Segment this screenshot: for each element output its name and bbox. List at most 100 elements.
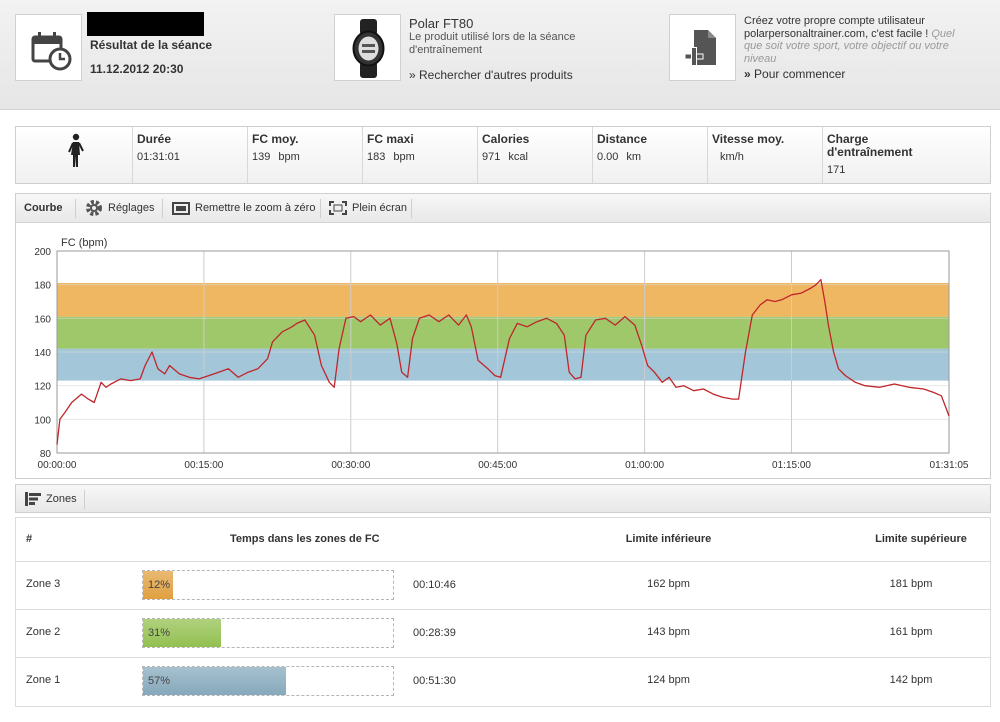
stat-value: 971 kcal — [482, 151, 528, 163]
zone-bar: 57% — [142, 666, 394, 696]
zone-percent: 31% — [148, 627, 171, 639]
hr-chart[interactable]: 80 100 120 140 160 180 200 00:00:00 00:15:00 00:3… — [16, 194, 990, 478]
zones-bars-icon — [25, 492, 41, 507]
zone-lower-limit: 124 bpm — [647, 674, 690, 686]
zones-toolbar: Zones — [15, 484, 991, 513]
zone-upper-limit: 181 bpm — [889, 578, 933, 590]
stat-label: Vitesse moy. — [712, 132, 785, 146]
stat-training-load: Charge d'entraînement 171 — [822, 127, 990, 183]
stat-value: 183 bpm — [367, 151, 415, 163]
reset-zoom-icon — [172, 202, 190, 216]
stat-value: 0.00 km — [597, 151, 642, 163]
session-tile — [15, 14, 82, 81]
y-tick-label: 120 — [34, 382, 51, 393]
table-row: Zone 3 12% 00:10:46 162 bpm 181 bpm — [16, 561, 990, 609]
chart-toolbar: Courbe Réglages Remettre le zoom à zéro … — [16, 194, 990, 223]
hr-zone-band — [57, 282, 949, 317]
zone-percent: 57% — [148, 675, 171, 687]
y-tick-label: 200 — [34, 247, 51, 258]
walking-person-icon — [68, 133, 84, 167]
x-tick-label: 01:15:00 — [772, 460, 811, 471]
stat-avg-hr: FC moy. 139 bpm — [247, 127, 362, 183]
stat-label: Calories — [482, 132, 530, 146]
y-tick-label: 140 — [34, 348, 51, 359]
zone-bar-fill — [143, 571, 173, 599]
account-promo-text: Créez votre propre compte utilisateur po… — [744, 15, 972, 65]
stat-duration: Durée 01:31:01 — [132, 127, 247, 183]
search-other-products-link[interactable]: » Rechercher d'autres produits — [409, 68, 573, 82]
hr-chart-panel: 80 100 120 140 160 180 200 00:00:00 00:15:00 00:3… — [15, 193, 991, 479]
heart-rate-line — [56, 278, 950, 445]
zone-percent: 12% — [148, 579, 171, 591]
heart-rate-watch-icon — [352, 19, 385, 78]
hr-zones-table: # Temps dans les zones de FC Limite infé… — [15, 517, 991, 707]
stat-label: Durée — [137, 132, 172, 146]
zone-bar: 31% — [142, 618, 394, 648]
zone-upper-limit: 161 bpm — [889, 626, 933, 638]
stat-value: 139 bpm — [252, 151, 300, 163]
session-title: Résultat de la séance — [90, 38, 213, 52]
hr-zone-band — [57, 316, 949, 349]
table-row: Zone 1 57% 00:51:30 124 bpm 142 bpm — [16, 657, 990, 705]
stat-value: 171 — [827, 164, 846, 176]
zone-name: Zone 3 — [26, 578, 61, 590]
zone-time: 00:51:30 — [413, 675, 456, 687]
curve-tab[interactable]: Courbe — [24, 202, 63, 214]
plot-border — [56, 250, 950, 454]
stat-calories: Calories 971 kcal — [477, 127, 592, 183]
redacted-user-name — [87, 12, 204, 36]
add-document-icon — [684, 30, 716, 66]
zone-bar: 12% — [142, 570, 394, 600]
product-tile — [334, 14, 401, 81]
session-date: 11.12.2012 20:30 — [90, 62, 184, 76]
reset-zoom-label: Remettre le zoom à zéro — [195, 202, 316, 214]
zones-tab[interactable]: Zones — [24, 485, 77, 513]
stat-label: Charge d'entraînement — [827, 132, 913, 159]
zones-label: Zones — [46, 493, 77, 505]
x-tick-label: 00:30:00 — [331, 460, 370, 471]
reset-zoom-button[interactable]: Remettre le zoom à zéro — [171, 194, 315, 222]
stat-avg-speed: Vitesse moy. km/h — [707, 127, 822, 183]
x-tick-label: 00:15:00 — [184, 460, 223, 471]
zone-name: Zone 1 — [26, 674, 61, 686]
stat-max-hr: FC maxi 183 bpm — [362, 127, 477, 183]
stat-label: FC maxi — [367, 132, 414, 146]
col-upper-limit-header: Limite supérieure — [875, 533, 967, 545]
zone-bar-fill — [143, 619, 221, 647]
fullscreen-button[interactable]: Plein écran — [328, 194, 407, 222]
stat-label: FC moy. — [252, 132, 299, 146]
col-number-header: # — [26, 533, 33, 545]
y-tick-label: 80 — [40, 449, 52, 460]
x-tick-label: 01:31:05 — [930, 460, 969, 471]
settings-label: Réglages — [108, 202, 155, 214]
link-arrow: » — [744, 67, 751, 81]
y-tick-label: 160 — [34, 314, 51, 325]
settings-button[interactable]: Réglages — [84, 194, 154, 222]
y-tick-label: 100 — [34, 415, 51, 426]
stat-label: Distance — [597, 132, 648, 146]
session-summary: Durée 01:31:01 FC moy. 139 bpm FC maxi 18… — [15, 126, 991, 184]
zone-lower-limit: 162 bpm — [647, 578, 690, 590]
table-row: Zone 2 31% 00:28:39 143 bpm 161 bpm — [16, 609, 990, 657]
zone-lower-limit: 143 bpm — [647, 626, 690, 638]
x-tick-label: 01:00:00 — [625, 460, 664, 471]
account-tile — [669, 14, 736, 81]
x-tick-label: 00:45:00 — [478, 460, 517, 471]
y-axis-label: FC (bpm) — [61, 237, 107, 249]
stat-distance: Distance 0.00 km — [592, 127, 707, 183]
stat-value: 01:31:01 — [137, 151, 180, 163]
gear-icon — [86, 200, 102, 217]
get-started-label: Pour commencer — [754, 67, 846, 81]
col-lower-limit-header: Limite inférieure — [625, 533, 712, 545]
zone-bar-fill — [143, 667, 286, 695]
y-tick-label: 180 — [34, 281, 51, 292]
get-started-link[interactable]: » Pour commencer — [744, 67, 845, 81]
account-promo-main: Créez votre propre compte utilisateur po… — [744, 15, 929, 40]
account-promo-italic: Quel que soit votre sport, votre objecti… — [744, 27, 955, 65]
zone-upper-limit: 142 bpm — [889, 674, 933, 686]
col-time-header: Temps dans les zones de FC — [230, 533, 380, 545]
fullscreen-label: Plein écran — [352, 202, 408, 214]
zone-time: 00:10:46 — [413, 579, 456, 591]
calendar-clock-icon — [31, 32, 72, 71]
zone-time: 00:28:39 — [413, 627, 456, 639]
